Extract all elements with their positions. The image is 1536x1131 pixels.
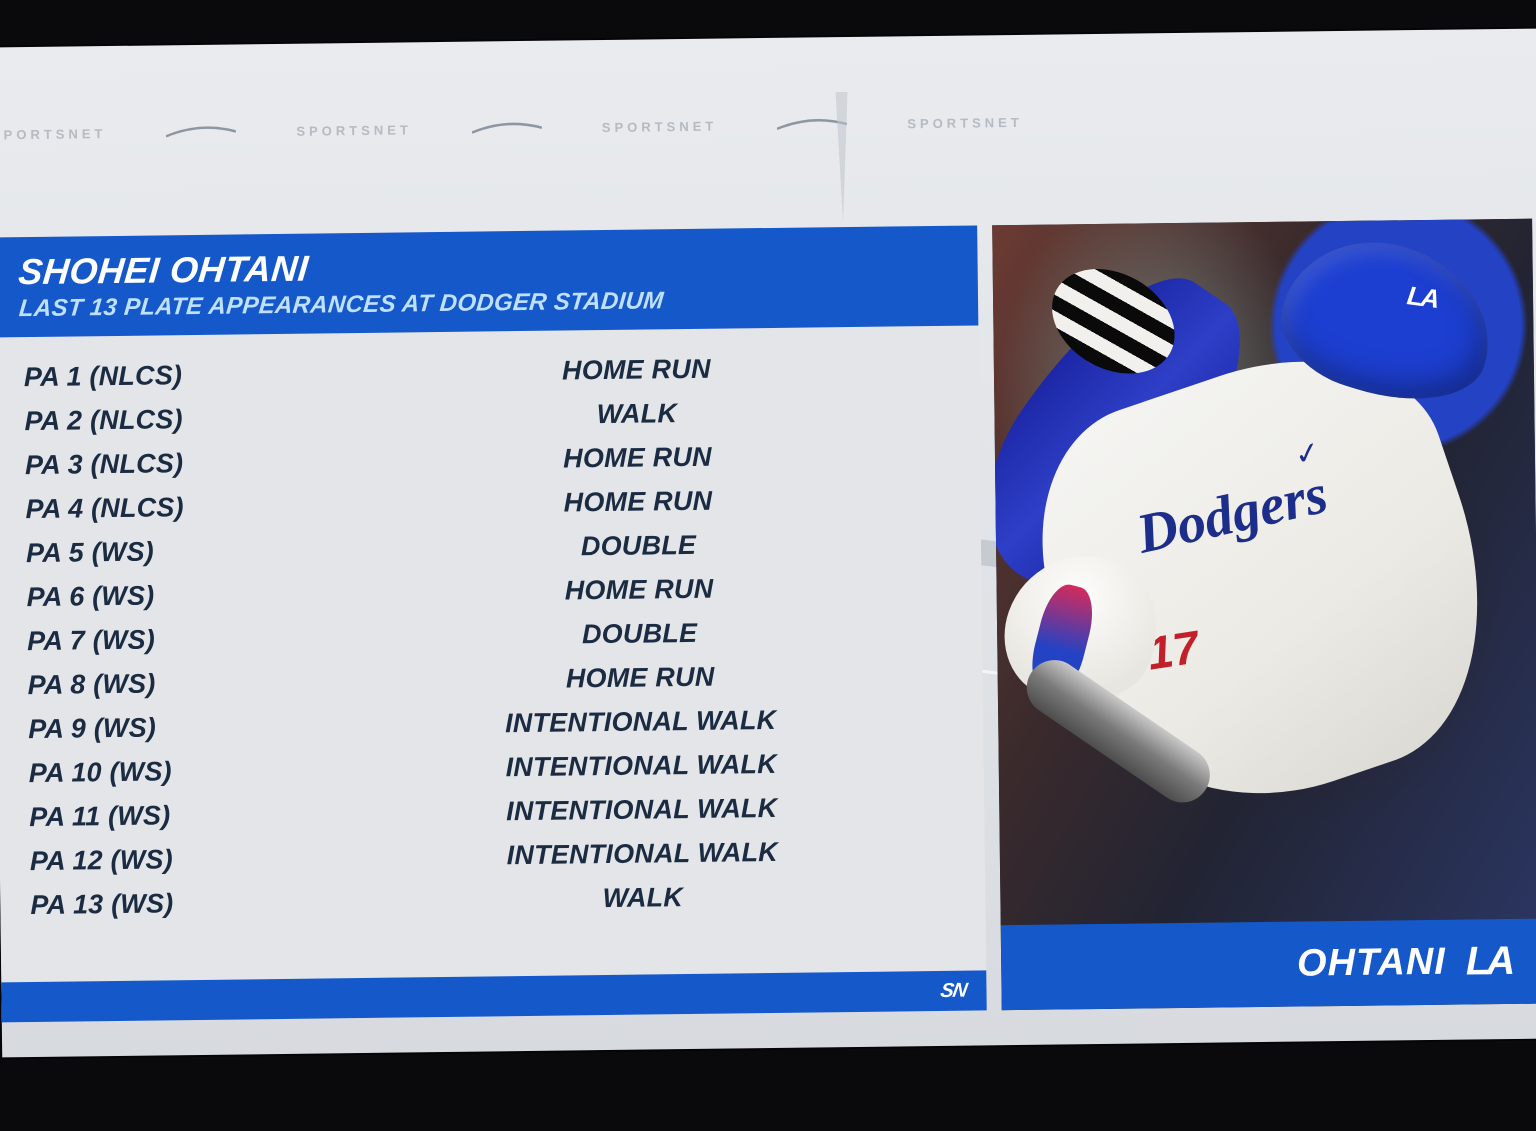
- pa-result-3: HOME RUN: [563, 479, 712, 525]
- pa-label-2: PA 3 (NLCS): [25, 439, 326, 487]
- pa-label-4: PA 5 (WS): [26, 527, 327, 575]
- pa-result-2: HOME RUN: [563, 435, 712, 481]
- pa-result-7: HOME RUN: [566, 655, 715, 701]
- pa-result-8: INTENTIONAL WALK: [505, 698, 777, 745]
- network-logo: SN: [939, 979, 969, 1002]
- stats-panel: SHOHEI OHTANI LAST 13 PLATE APPEARANCES …: [0, 225, 987, 1022]
- pa-label-11: PA 12 (WS): [30, 835, 331, 883]
- pa-label-5: PA 6 (WS): [26, 571, 327, 619]
- pa-label-7: PA 8 (WS): [27, 659, 328, 707]
- pa-result-6: DOUBLE: [582, 611, 698, 656]
- pa-result-12: WALK: [602, 875, 683, 920]
- player-photo-panel: ✓ Dodgers 17 LA OHTANI LA: [992, 219, 1536, 1011]
- pa-label-3: PA 4 (NLCS): [25, 483, 326, 531]
- watermark-text-4: SPORTSNET: [907, 115, 1023, 131]
- watermark-text-2: SPORTSNET: [296, 122, 412, 138]
- pa-result-10: INTENTIONAL WALK: [506, 786, 778, 833]
- player-team-logo: LA: [1466, 939, 1512, 985]
- watermark-text-1: SPORTSNET: [0, 126, 107, 142]
- pa-result-1: WALK: [596, 391, 677, 436]
- pa-result-9: INTENTIONAL WALK: [505, 742, 777, 789]
- player-name-banner: OHTANI LA: [1001, 919, 1536, 1011]
- pa-result-4: DOUBLE: [581, 523, 697, 568]
- pa-result-11: INTENTIONAL WALK: [506, 830, 778, 877]
- pa-label-10: PA 11 (WS): [29, 791, 330, 839]
- watermark-text-3: SPORTSNET: [602, 119, 718, 135]
- pa-result-0: HOME RUN: [562, 347, 711, 393]
- pa-label-9: PA 10 (WS): [28, 747, 329, 795]
- stadium-background: ✓ Dodgers 17 LA: [992, 219, 1536, 926]
- title-bar: SHOHEI OHTANI LAST 13 PLATE APPEARANCES …: [0, 225, 978, 337]
- pa-result-5: HOME RUN: [564, 567, 713, 613]
- pa-label-column: PA 1 (NLCS) PA 2 (NLCS) PA 3 (NLCS) PA 4…: [24, 351, 332, 972]
- pa-result-column: HOME RUN WALK HOME RUN HOME RUN DOUBLE H…: [324, 344, 956, 969]
- pa-label-8: PA 9 (WS): [28, 703, 329, 751]
- helmet-la-logo: LA: [1406, 280, 1440, 315]
- player-name-label: OHTANI: [1297, 941, 1446, 986]
- background-triangle-decoration: [835, 92, 849, 222]
- tv-bezel: SPORTSNET SPORTSNET SPORTSNET SPORTSNET …: [0, 0, 1536, 1131]
- pa-label-1: PA 2 (NLCS): [24, 395, 325, 443]
- broadcast-screen: SPORTSNET SPORTSNET SPORTSNET SPORTSNET …: [0, 29, 1536, 1058]
- plate-appearance-table: PA 1 (NLCS) PA 2 (NLCS) PA 3 (NLCS) PA 4…: [0, 325, 986, 982]
- pa-label-6: PA 7 (WS): [27, 615, 328, 663]
- pa-label-0: PA 1 (NLCS): [24, 351, 325, 399]
- pa-label-12: PA 13 (WS): [30, 879, 331, 927]
